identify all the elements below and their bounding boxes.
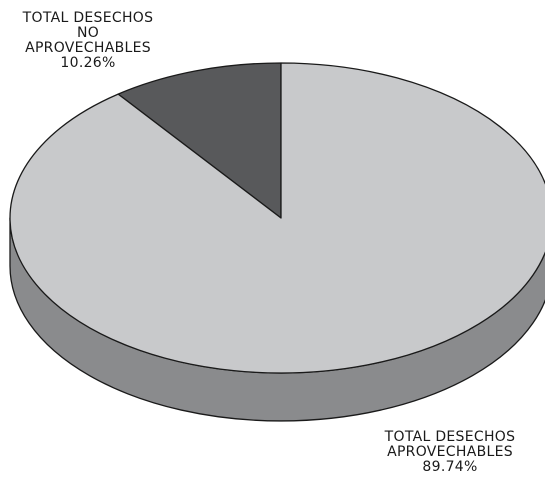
label-aprovechables: TOTAL DESECHOS APROVECHABLES 89.74% — [384, 429, 516, 475]
pie-slice-no-aprovechables — [117, 62, 282, 219]
pie-labels: TOTAL DESECHOS NO APROVECHABLES 10.26%TOTAL… — [22, 10, 516, 475]
slice-name-line: TOTAL DESECHOS — [22, 10, 154, 26]
slice-percent-label: 89.74% — [422, 459, 477, 475]
slice-percent-label: 10.26% — [60, 55, 115, 71]
slice-name-line: NO — [77, 25, 99, 41]
slice-name-line: APROVECHABLES — [25, 40, 151, 56]
slice-name-line: APROVECHABLES — [387, 444, 513, 460]
slice-name-line: TOTAL DESECHOS — [384, 429, 516, 445]
pie-slice-aprovechables — [9, 62, 545, 374]
label-no-aprovechables: TOTAL DESECHOS NO APROVECHABLES 10.26% — [22, 10, 154, 71]
pie-slices — [9, 62, 545, 374]
